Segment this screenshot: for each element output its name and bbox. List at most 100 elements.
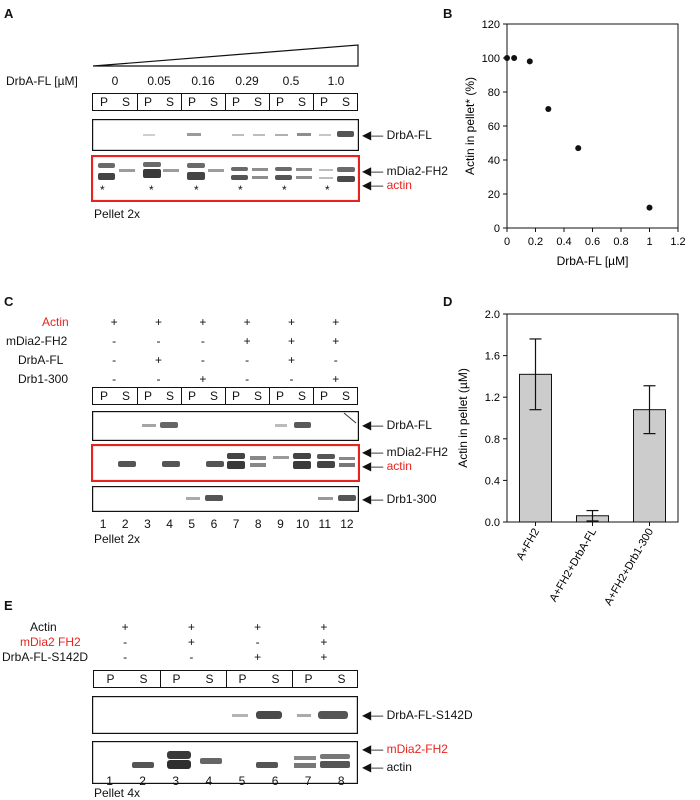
sign-cell: + — [254, 650, 262, 664]
panel-c: C Actin mDia2-FH2 DrbA-FL Drb1-300 + + + + +… — [0, 290, 448, 546]
sign-cell: - — [112, 353, 117, 367]
sign-cell: + — [287, 353, 295, 367]
sign-cell: - — [245, 353, 250, 367]
footer-c: Pellet 2x — [94, 532, 141, 546]
gel-drb1 — [92, 486, 359, 512]
sign-cell: - — [255, 635, 260, 649]
y-tick-label: 0.0 — [485, 517, 500, 529]
asterisk: * — [238, 183, 243, 197]
panel-c-label: C — [4, 294, 14, 309]
asterisk-row: * * * * * * — [92, 183, 358, 197]
lane-letter: P — [143, 95, 152, 109]
sign-cell: + — [332, 372, 340, 386]
x-tick-label: 1.2 — [670, 236, 685, 248]
conc-value: 0.05 — [147, 74, 171, 88]
arrow-drb1: ◀— Drb1-300 — [362, 492, 437, 506]
lane-letter: S — [271, 672, 280, 686]
x-tick-label: 1 — [646, 236, 652, 248]
lane-number: 5 — [188, 517, 196, 531]
x-tick-label: 0 — [504, 236, 510, 248]
x-tick-label: A+FH2 — [514, 527, 542, 563]
lane-letter: P — [187, 389, 196, 403]
x-tick-label: A+FH2+Drb1-300 — [602, 527, 656, 608]
data-point — [646, 204, 653, 211]
panel-b-label: B — [443, 6, 453, 21]
lane-number: 2 — [121, 517, 129, 531]
arrow-mdia: ◀— mDia2-FH2 — [362, 742, 448, 756]
asterisk: * — [325, 183, 330, 197]
conc-value: 0.16 — [191, 74, 215, 88]
arrow-left-icon: ◀— — [362, 708, 384, 722]
y-tick-label: 120 — [482, 19, 500, 31]
sign-cell: + — [154, 315, 162, 329]
panel-d: D 0.0 0.4 0.8 1.2 1.6 2.0 A+FH2 A+FH2+DrbA-FL A+… — [440, 294, 700, 630]
arrow-left-icon: ◀— — [362, 128, 384, 142]
sign-cell: - — [245, 372, 250, 386]
arrow-left-icon: ◀— — [362, 445, 384, 459]
sign-cell: + — [199, 372, 207, 386]
y-tick-label: 80 — [488, 87, 500, 99]
lane-letter: P — [319, 95, 328, 109]
sign-cell: + — [110, 315, 118, 329]
lane-letter: S — [121, 95, 130, 109]
sign-cell: + — [287, 334, 295, 348]
lane-letter: S — [139, 672, 148, 686]
x-tick-label: 0.8 — [613, 236, 628, 248]
gel-actin — [92, 741, 358, 784]
band-label-mdia: mDia2-FH2 — [386, 164, 448, 178]
x-tick-label: A+FH2+DrbA-FL — [547, 527, 599, 604]
lane-number: 9 — [277, 517, 284, 531]
arrow-mdia: ◀— mDia2-FH2 — [362, 164, 448, 178]
band-label-drba-s142d: DrbA-FL-S142D — [386, 708, 473, 722]
band-label-actin: actin — [386, 178, 412, 192]
band-label-drb1: Drb1-300 — [386, 492, 437, 506]
lane-number: 4 — [205, 774, 213, 788]
ps-header: P S P S P S P S — [93, 670, 358, 688]
y-tick-label: 1.2 — [485, 392, 500, 404]
data-point — [575, 145, 582, 152]
lane-letter: P — [172, 672, 181, 686]
lane-number: 1 — [106, 774, 113, 788]
arrow-actin: ◀— actin — [362, 178, 412, 192]
band-label-mdia: mDia2-FH2 — [386, 742, 448, 756]
band-label-actin: actin — [386, 459, 412, 473]
x-tick-label: 0.6 — [585, 236, 600, 248]
lane-letter: S — [253, 389, 262, 403]
lane-letter: P — [106, 672, 115, 686]
sign-cell: + — [187, 620, 195, 634]
data-point — [511, 55, 518, 61]
y-tick-label: 20 — [488, 189, 500, 201]
sign-cell: + — [121, 620, 129, 634]
lane-letter: P — [143, 389, 152, 403]
gel-drba — [92, 119, 359, 151]
conc-axis-label: DrbA-FL [µM] — [6, 74, 78, 88]
panel-a: A DrbA-FL [µM] 0 0.05 0.16 0.29 0.5 1.0 … — [0, 0, 448, 250]
data-point — [545, 106, 552, 112]
band-label-actin: actin — [386, 760, 412, 774]
sign-cell: + — [199, 315, 207, 329]
sign-cell: - — [112, 334, 117, 348]
sign-cell: - — [156, 372, 161, 386]
lane-letter: S — [165, 95, 174, 109]
panel-d-label: D — [443, 294, 453, 309]
lane-letter: P — [99, 95, 108, 109]
concentration-wedge — [93, 44, 359, 67]
lane-letter: S — [297, 389, 306, 403]
lane-letter: S — [337, 672, 346, 686]
arrow-left-icon: ◀— — [362, 459, 384, 473]
lane-number: 12 — [340, 517, 354, 531]
lane-letter: S — [205, 672, 214, 686]
lane-letter: P — [238, 672, 247, 686]
y-tick-label: 0.8 — [485, 434, 500, 446]
sign-cell: + — [243, 334, 251, 348]
row-label-actin: Actin — [30, 620, 57, 634]
ps-header: P S P S P S P S P S P S — [92, 93, 358, 111]
row-label-drba: DrbA-FL — [18, 353, 64, 367]
sign-cell: - — [156, 334, 161, 348]
lane-number: 8 — [337, 774, 345, 788]
lane-letter: P — [275, 389, 284, 403]
arrow-actin: ◀— actin — [362, 760, 412, 774]
row-label-mdia: mDia2 FH2 — [20, 635, 81, 649]
band-label-drba: DrbA-FL — [386, 418, 432, 432]
sign-cell: + — [332, 315, 340, 329]
